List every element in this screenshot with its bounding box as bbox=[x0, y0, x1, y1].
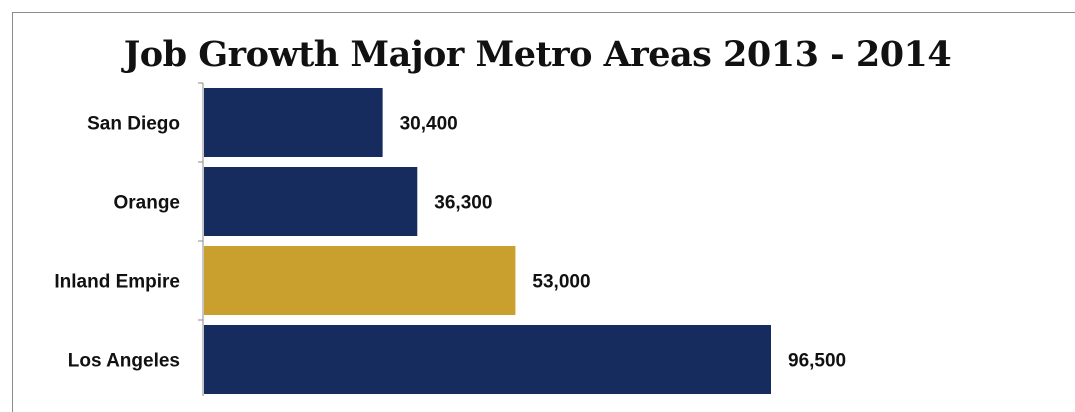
bar-inland-empire bbox=[204, 246, 516, 315]
category-label: Los Angeles bbox=[68, 351, 180, 372]
bar-san-diego bbox=[204, 88, 383, 157]
chart-title: Job Growth Major Metro Areas 2013 - 2014 bbox=[123, 34, 952, 75]
bar-los-angeles bbox=[204, 325, 771, 394]
bar-chart: San Diego 30,400 Orange 36,300 Inland Empire… bbox=[54, 82, 846, 396]
value-label: 53,000 bbox=[532, 272, 590, 293]
chart-frame bbox=[12, 12, 1075, 412]
value-label: 30,400 bbox=[400, 114, 458, 135]
bar-orange bbox=[204, 167, 418, 236]
category-label: Orange bbox=[113, 193, 180, 214]
value-label: 36,300 bbox=[434, 193, 492, 214]
value-label: 96,500 bbox=[788, 351, 846, 372]
category-label: San Diego bbox=[87, 114, 180, 135]
category-label: Inland Empire bbox=[54, 272, 180, 293]
